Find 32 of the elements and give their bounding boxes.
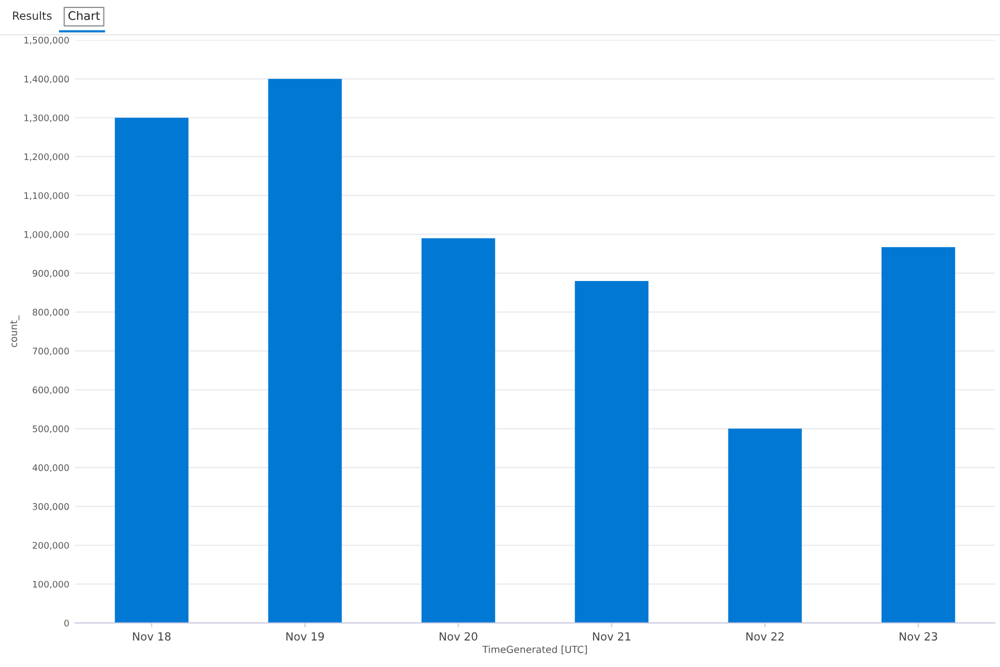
y-tick-label: 100,000 (33, 580, 69, 589)
x-tick-label: Nov 20 (440, 632, 478, 641)
bar (574, 280, 648, 623)
x-tick-label: Nov 22 (746, 632, 784, 641)
y-tick-label: 200,000 (32, 542, 69, 550)
text: Chart (68, 10, 100, 20)
x-tick-label: Nov 23 (900, 632, 938, 641)
y-tick-label: 900,000 (32, 270, 69, 278)
x-tick-label: Nov 19 (286, 632, 324, 641)
bar (268, 78, 342, 623)
x-tick-label: Nov 21 (593, 632, 630, 641)
y-tick-label: 800,000 (32, 308, 69, 317)
y-tick-label: 300,000 (32, 503, 69, 511)
x-tick-label: Nov 18 (133, 632, 171, 641)
y-axis-title: count_ (10, 315, 20, 348)
bar (728, 428, 802, 623)
y-tick-label: 600,000 (32, 386, 69, 394)
y-tick-label: 400,000 (32, 464, 69, 472)
x-axis-title: TimeGenerated [UTC] (482, 646, 587, 654)
y-tick-label: 700,000 (32, 348, 69, 356)
bar (114, 118, 188, 623)
bar (422, 238, 496, 623)
y-tick-label: 1,200,000 (24, 153, 69, 162)
text: Results (13, 11, 52, 20)
y-tick-label: 500,000 (32, 425, 69, 434)
y-tick-label: 1,500,000 (24, 36, 69, 44)
y-tick-label: 1,300,000 (24, 114, 69, 122)
y-tick-label: 0 (64, 620, 69, 627)
y-tick-label: 1,400,000 (24, 76, 69, 84)
y-tick-label: 1,000,000 (24, 231, 69, 239)
bar (882, 247, 956, 623)
y-tick-label: 1,100,000 (24, 192, 69, 200)
